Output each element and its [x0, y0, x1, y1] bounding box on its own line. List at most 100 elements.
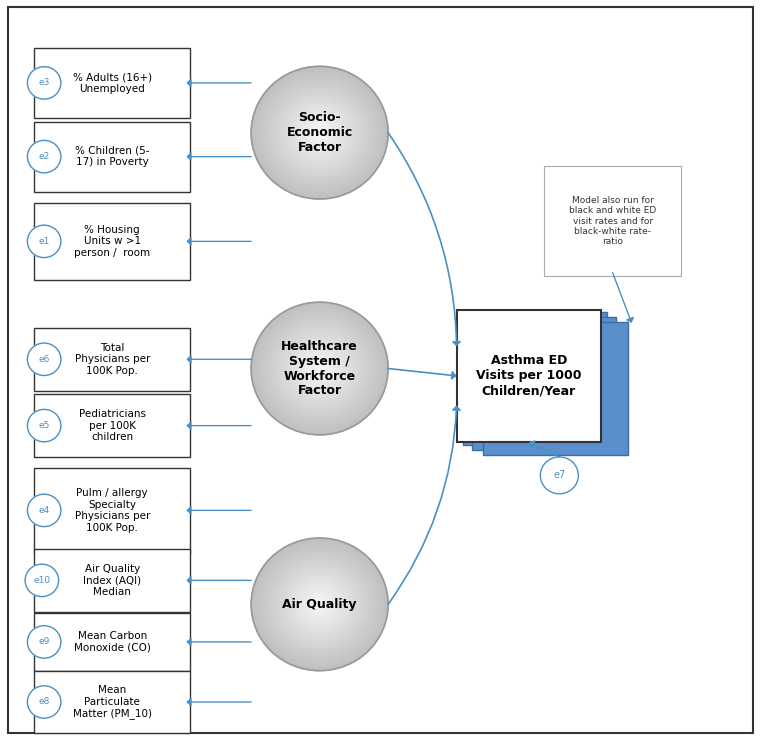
Circle shape [274, 88, 365, 177]
Circle shape [301, 587, 338, 622]
Circle shape [304, 117, 336, 148]
Circle shape [290, 340, 349, 397]
Circle shape [315, 600, 324, 609]
Circle shape [258, 73, 381, 192]
Circle shape [281, 95, 358, 170]
Circle shape [306, 355, 333, 382]
Circle shape [27, 141, 61, 173]
Circle shape [251, 66, 388, 199]
Circle shape [288, 102, 352, 164]
Circle shape [308, 122, 331, 144]
Circle shape [299, 113, 340, 153]
Circle shape [283, 97, 356, 168]
Circle shape [285, 335, 354, 402]
Circle shape [308, 357, 331, 380]
Circle shape [267, 318, 372, 419]
Circle shape [306, 591, 333, 618]
Text: e9: e9 [39, 638, 49, 646]
Circle shape [310, 595, 329, 613]
Circle shape [315, 128, 324, 137]
FancyBboxPatch shape [34, 122, 190, 192]
FancyBboxPatch shape [472, 317, 616, 450]
Circle shape [258, 545, 381, 664]
Circle shape [260, 75, 379, 190]
Circle shape [304, 589, 336, 620]
Circle shape [253, 304, 386, 433]
Circle shape [279, 93, 361, 172]
Circle shape [260, 547, 379, 662]
Circle shape [276, 326, 363, 411]
Circle shape [288, 573, 352, 635]
Circle shape [290, 576, 349, 633]
FancyBboxPatch shape [34, 203, 190, 280]
Circle shape [295, 108, 345, 157]
Circle shape [263, 313, 377, 424]
Text: e7: e7 [553, 470, 565, 481]
Circle shape [269, 84, 370, 181]
Text: e8: e8 [39, 697, 49, 707]
Text: Socio-
Economic
Factor: Socio- Economic Factor [286, 111, 353, 154]
Circle shape [292, 342, 347, 395]
Circle shape [285, 571, 354, 638]
Circle shape [267, 82, 372, 184]
Circle shape [269, 320, 370, 417]
Circle shape [25, 565, 59, 597]
Circle shape [269, 556, 370, 653]
FancyBboxPatch shape [463, 312, 607, 445]
Circle shape [301, 351, 338, 386]
Circle shape [315, 364, 324, 373]
Circle shape [301, 115, 338, 150]
Text: % Adults (16+)
Unemployed: % Adults (16+) Unemployed [73, 72, 151, 94]
Circle shape [265, 315, 374, 422]
Circle shape [297, 111, 342, 155]
Circle shape [253, 540, 386, 668]
Text: Mean Carbon
Monoxide (CO): Mean Carbon Monoxide (CO) [74, 631, 151, 653]
Text: e10: e10 [33, 576, 50, 585]
FancyBboxPatch shape [544, 166, 681, 276]
Circle shape [310, 360, 329, 377]
Text: Air Quality
Index (AQI)
Median: Air Quality Index (AQI) Median [83, 564, 142, 597]
Circle shape [258, 309, 381, 428]
Circle shape [317, 130, 322, 135]
Circle shape [27, 67, 61, 99]
Circle shape [27, 685, 61, 718]
Circle shape [260, 311, 379, 426]
Circle shape [317, 602, 322, 607]
Circle shape [267, 553, 372, 655]
Circle shape [265, 551, 374, 657]
FancyBboxPatch shape [8, 7, 753, 733]
Text: e4: e4 [39, 506, 49, 515]
Circle shape [274, 324, 365, 413]
FancyBboxPatch shape [34, 328, 190, 391]
FancyBboxPatch shape [34, 549, 190, 612]
Text: e2: e2 [39, 152, 49, 161]
Circle shape [304, 353, 336, 384]
Circle shape [288, 338, 352, 399]
Text: Asthma ED
Visits per 1000
Children/Year: Asthma ED Visits per 1000 Children/Year [476, 354, 581, 397]
Text: Healthcare
System /
Workforce
Factor: Healthcare System / Workforce Factor [282, 340, 358, 397]
Circle shape [283, 569, 356, 640]
Text: Air Quality: Air Quality [282, 598, 357, 611]
Text: e1: e1 [39, 237, 49, 246]
Circle shape [308, 593, 331, 615]
Circle shape [253, 69, 386, 197]
Circle shape [299, 584, 340, 624]
Circle shape [313, 362, 326, 375]
Circle shape [276, 562, 363, 646]
Circle shape [272, 558, 368, 651]
Circle shape [281, 331, 358, 406]
Text: Pulm / allergy
Specialty
Physicians per
100K Pop.: Pulm / allergy Specialty Physicians per … [75, 488, 150, 533]
Circle shape [27, 410, 61, 442]
FancyBboxPatch shape [34, 671, 190, 733]
Circle shape [256, 307, 384, 430]
FancyBboxPatch shape [34, 468, 190, 553]
Circle shape [27, 343, 61, 376]
Circle shape [27, 626, 61, 658]
Circle shape [279, 565, 361, 644]
FancyBboxPatch shape [34, 48, 190, 118]
Text: Mean
Particulate
Matter (PM_10): Mean Particulate Matter (PM_10) [73, 685, 151, 719]
Text: Total
Physicians per
100K Pop.: Total Physicians per 100K Pop. [75, 343, 150, 376]
FancyBboxPatch shape [457, 310, 601, 442]
Circle shape [256, 542, 384, 666]
Text: % Housing
Units w >1
person /  room: % Housing Units w >1 person / room [74, 225, 151, 258]
